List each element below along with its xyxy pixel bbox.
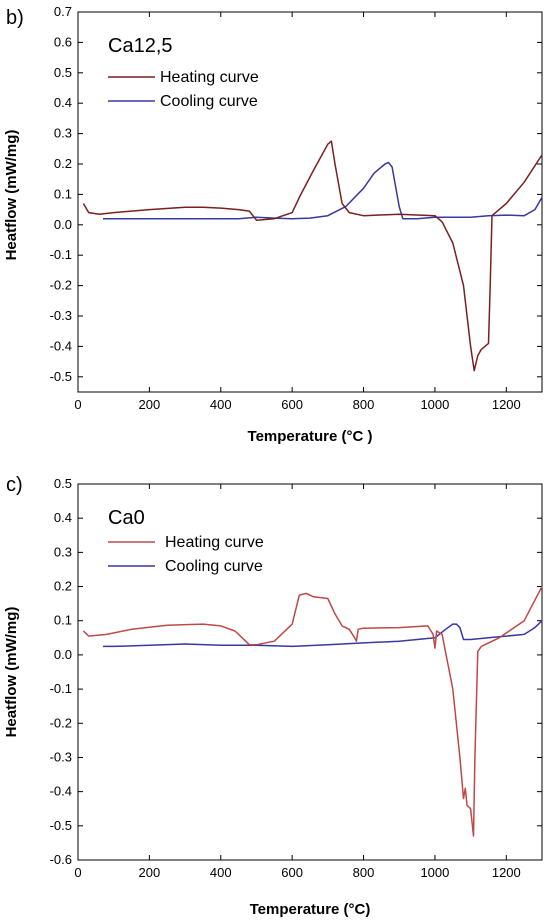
y-tick-label: 0.4 [54,510,72,525]
x-tick-label: 200 [139,397,161,412]
legend-label-cooling: Cooling curve [160,93,258,110]
x-tick-label: 0 [74,397,81,412]
x-tick-label: 800 [353,865,375,880]
heating-curve-line [82,586,543,837]
y-tick-label: 0.1 [54,186,72,201]
x-tick-label: 400 [210,397,232,412]
x-tick-label: 1000 [420,397,449,412]
plot-frame [77,11,543,393]
x-tick-label: 200 [139,865,161,880]
y-tick-label: -0.3 [50,308,72,323]
y-tick-label: 0.3 [54,544,72,559]
sample-label: Ca12,5 [108,35,173,57]
chart-panel-c: c) Heatflow (mW/mg) Temperature (°C) Ca0… [3,474,543,918]
x-axis-label: Temperature (°C) [250,901,371,918]
x-tick-label: 1000 [420,865,449,880]
panel-label: c) [6,474,23,496]
heating-curve-line [82,140,543,372]
y-tick-label: 0.2 [54,579,72,594]
x-tick-label: 0 [74,865,81,880]
x-tick-label: 600 [281,397,303,412]
y-tick-label: 0.5 [54,65,72,80]
y-tick-label: -0.4 [50,338,72,353]
y-tick-label: 0.1 [54,613,72,628]
x-tick-label: 400 [210,865,232,880]
y-tick-label: -0.4 [50,784,72,799]
y-tick-label: 0.0 [54,217,72,232]
y-tick-label: -0.1 [50,247,72,262]
legend-label-cooling: Cooling curve [165,558,263,575]
x-tick-label: 600 [281,865,303,880]
x-tick-label: 1200 [492,865,521,880]
y-axis-label: Heatflow (mW/mg) [3,607,20,738]
y-tick-label: 0.0 [54,647,72,662]
y-tick-label: -0.3 [50,749,72,764]
y-tick-label: 0.3 [54,126,72,141]
plot-frame [77,483,543,861]
chart-panel-b: b) Heatflow (mW/mg) Temperature (°C ) Ca… [3,4,543,445]
legend-label-heating: Heating curve [160,69,259,86]
y-axis-label: Heatflow (mW/mg) [3,130,20,261]
y-tick-label: -0.6 [50,852,72,867]
y-tick-label: -0.2 [50,715,72,730]
y-tick-label: -0.2 [50,278,72,293]
y-tick-label: 0.6 [54,34,72,49]
y-tick-label: 0.5 [54,476,72,491]
legend-label-heating: Heating curve [165,534,264,551]
panel-label: b) [6,7,24,29]
y-tick-label: 0.2 [54,156,72,171]
cooling-curve-line [103,620,543,648]
x-tick-label: 1200 [492,397,521,412]
y-tick-label: -0.5 [50,369,72,384]
y-tick-label: -0.1 [50,681,72,696]
sample-label: Ca0 [108,507,145,529]
x-tick-label: 800 [353,397,375,412]
x-axis-label: Temperature (°C ) [248,428,373,445]
y-tick-label: 0.7 [54,4,72,19]
y-tick-label: 0.4 [54,95,72,110]
cooling-curve-line [103,161,543,220]
y-tick-label: -0.5 [50,818,72,833]
